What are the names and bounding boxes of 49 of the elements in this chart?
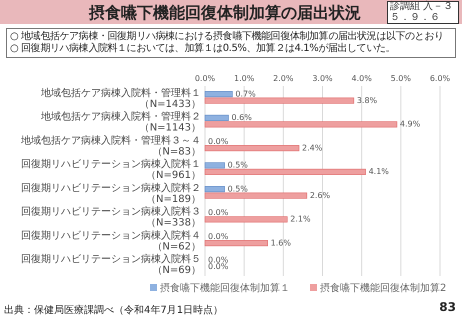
data-label: 0.6% [232, 113, 252, 122]
data-label: 0.7% [235, 89, 256, 98]
bar [204, 192, 308, 199]
data-label: 0.0% [208, 262, 229, 272]
data-label: 2.1% [290, 214, 311, 224]
bar [204, 121, 398, 128]
bar [204, 114, 229, 121]
y-tick-label: 地域包括ケア病棟入院料・管理料１（N=1433） [40, 86, 201, 110]
legend-label: 摂食嚥下機能回復体制加算2 [320, 282, 446, 294]
source-note: 出典：保健局医療課調べ（令和4年7月1日時点） [4, 304, 224, 317]
text: ５．９．６ [390, 12, 440, 22]
bar [204, 91, 233, 98]
data-label: 4.1% [368, 167, 390, 176]
legend-label: 摂食嚥下機能回復体制加算１ [160, 282, 290, 294]
data-label: 4.9% [400, 120, 421, 129]
y-tick-label: 回復期リハビリテーション病棟入院料５（N=69） [21, 253, 201, 276]
data-label: 0.0% [208, 136, 229, 146]
data-label: 0.5% [228, 184, 248, 194]
x-tick-label: 1.0% [234, 74, 255, 83]
x-tick-label: 6.0% [430, 74, 451, 83]
text: 83 [439, 300, 456, 314]
y-tick-label: 地域包括ケア病棟入院料・管理料２（N=1143） [40, 110, 201, 134]
data-label: 2.4% [302, 143, 323, 152]
bar [204, 162, 225, 168]
data-label: 0.0% [208, 208, 229, 218]
text: ○ 回復期リハ病棟入院料１においては、加算１は0.5%、加算２は4.1%が届出していた。 [10, 43, 396, 55]
text: ○ 地域包括ケア病棟・回復期リハ病棟における摂食嚥下機能回復体制加算の届出状況は以下のとおり [10, 31, 445, 42]
data-label: 1.6% [270, 238, 292, 248]
x-tick-label: 5.0% [390, 74, 412, 83]
data-label: 0.0% [208, 232, 229, 241]
x-tick-label: 3.0% [312, 74, 334, 83]
y-tick-label: 回復期リハビリテーション病棟入院料２（N=189） [21, 182, 201, 205]
bar [204, 145, 300, 152]
bar [204, 168, 366, 175]
bar [204, 186, 225, 192]
data-label: 3.8% [356, 96, 378, 105]
y-tick-label: 回復期リハビリテーション病棟入院料４（N=62） [21, 229, 201, 252]
bar [204, 216, 288, 222]
bar [204, 240, 268, 246]
y-tick-label: 地域包括ケア病棟入院料・管理料３～４（N=83） [20, 134, 201, 158]
y-tick-label: 回復期リハビリテーション病棟入院料１（N=961） [21, 158, 201, 182]
x-tick-label: 4.0% [352, 74, 372, 83]
data-label: 0.5% [228, 160, 248, 170]
data-label: 2.6% [310, 190, 331, 200]
bar [204, 98, 354, 104]
chart-title: 摂食嚥下機能回復体制加算の届出状況 [88, 3, 362, 24]
y-tick-label: 回復期リハビリテーション病棟入院料３（N=338） [21, 206, 201, 229]
x-tick-label: 0.0% [194, 74, 216, 83]
x-tick-label: 2.0% [273, 74, 294, 83]
